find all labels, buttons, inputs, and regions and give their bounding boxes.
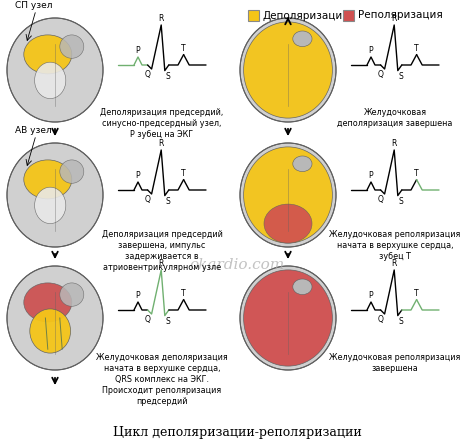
Text: АВ узел: АВ узел <box>15 126 52 135</box>
Ellipse shape <box>244 147 332 243</box>
Text: Q: Q <box>145 195 151 204</box>
Text: Желудочковая реполяризация
начата в верхушке сердца,
зубец Т: Желудочковая реполяризация начата в верх… <box>329 230 461 261</box>
Text: Q: Q <box>145 70 151 79</box>
Text: T: T <box>414 44 419 52</box>
Ellipse shape <box>60 35 84 58</box>
Ellipse shape <box>24 35 72 74</box>
Text: P: P <box>136 291 140 300</box>
Text: P: P <box>369 171 374 180</box>
Ellipse shape <box>24 160 72 199</box>
Ellipse shape <box>30 309 71 353</box>
Text: S: S <box>399 71 403 81</box>
Text: P: P <box>136 171 140 180</box>
Text: S: S <box>166 317 171 325</box>
Bar <box>343 10 354 21</box>
Ellipse shape <box>244 270 332 366</box>
Text: СП узел: СП узел <box>15 1 53 10</box>
Ellipse shape <box>264 204 312 243</box>
Ellipse shape <box>293 31 312 47</box>
Text: S: S <box>399 317 403 325</box>
Text: T: T <box>414 169 419 178</box>
Bar <box>248 10 259 21</box>
Text: R: R <box>158 259 164 268</box>
Text: okardio.com: okardio.com <box>190 258 284 272</box>
Text: Желудочковая
деполяризация завершена: Желудочковая деполяризация завершена <box>337 108 453 128</box>
Ellipse shape <box>240 143 336 247</box>
Text: P: P <box>136 46 140 55</box>
Text: T: T <box>181 289 186 297</box>
Ellipse shape <box>35 187 66 224</box>
Text: Q: Q <box>378 315 383 324</box>
Ellipse shape <box>35 62 66 99</box>
Text: Реполяризация: Реполяризация <box>358 11 443 20</box>
Ellipse shape <box>293 279 312 295</box>
Text: Деполяризация предсердий,
синусно-предсердный узел,
P зубец на ЭКГ: Деполяризация предсердий, синусно-предсе… <box>100 108 224 139</box>
Text: S: S <box>166 71 171 81</box>
Text: Q: Q <box>145 315 151 324</box>
Text: Q: Q <box>378 70 383 79</box>
Text: P: P <box>369 291 374 300</box>
Text: R: R <box>158 14 164 23</box>
Text: R: R <box>392 14 397 23</box>
Text: R: R <box>392 139 397 148</box>
Ellipse shape <box>244 22 332 118</box>
Text: S: S <box>166 197 171 206</box>
Text: Деполяризация предсердий
завершена, импульс
задерживается в
атриовентрикулярном : Деполяризация предсердий завершена, импу… <box>101 230 222 272</box>
Text: Q: Q <box>378 195 383 204</box>
Text: T: T <box>181 169 186 178</box>
Text: Цикл деполяризации-реполяризации: Цикл деполяризации-реполяризации <box>113 425 361 439</box>
Ellipse shape <box>7 266 103 370</box>
Ellipse shape <box>60 160 84 183</box>
Ellipse shape <box>240 266 336 370</box>
Ellipse shape <box>24 283 72 322</box>
Ellipse shape <box>7 18 103 122</box>
Text: Деполяризация: Деполяризация <box>263 11 350 20</box>
Ellipse shape <box>60 283 84 306</box>
Text: T: T <box>181 44 186 52</box>
Text: R: R <box>158 139 164 148</box>
Ellipse shape <box>293 156 312 171</box>
Text: S: S <box>399 197 403 206</box>
Text: R: R <box>392 259 397 268</box>
Ellipse shape <box>7 143 103 247</box>
Text: Желудочковая реполяризация
завершена: Желудочковая реполяризация завершена <box>329 353 461 373</box>
Text: T: T <box>414 289 419 297</box>
Text: Желудочковая деполяризация
начата в верхушке сердца,
QRS комплекс на ЭКГ.
Происх: Желудочковая деполяризация начата в верх… <box>96 353 228 406</box>
Text: P: P <box>369 46 374 55</box>
Ellipse shape <box>240 18 336 122</box>
